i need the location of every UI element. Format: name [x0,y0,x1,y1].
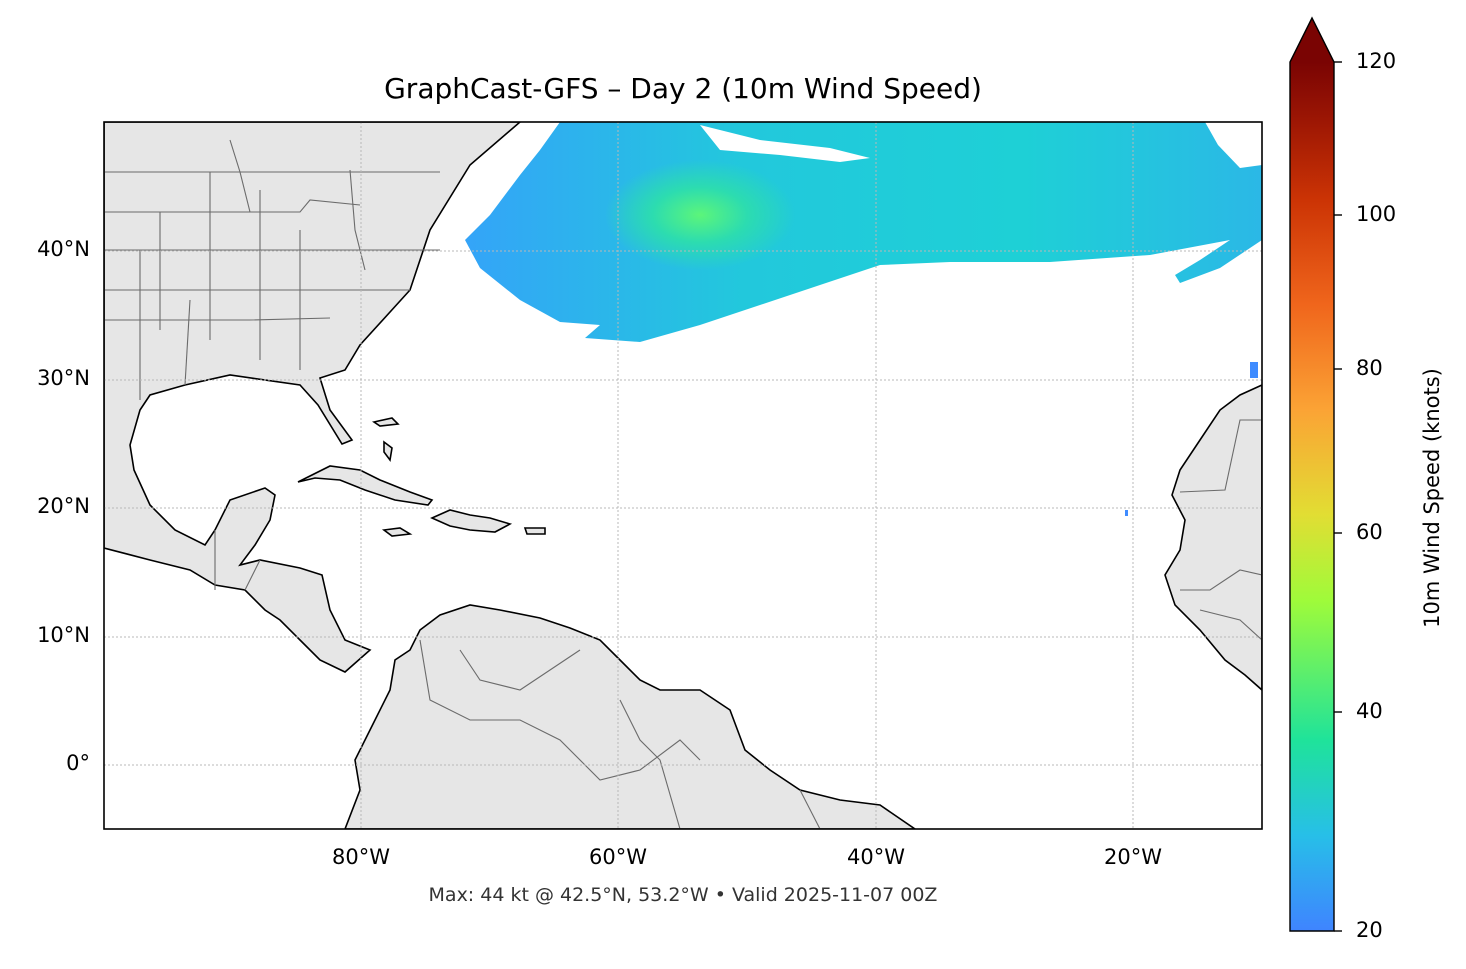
wind-band-gap [700,125,870,162]
colorbar-tick-label: 20 [1356,918,1383,942]
wind-speed-field [465,122,1262,516]
wind-speck [1125,510,1128,516]
gridlines [104,122,1262,829]
colorbar-title: 10m Wind Speed (knots) [1420,368,1444,628]
lat-tick-label: 10°N [37,623,90,647]
lat-tick-label: 40°N [37,237,90,261]
colorbar-gradient [1290,62,1334,931]
colorbar [1289,16,1342,932]
colorbar-extend-arrow [1290,18,1334,62]
colorbar-tick-label: 60 [1356,520,1383,544]
wind-band-gap [1205,122,1262,168]
land-masses [104,122,1262,829]
colorbar-tick-label: 40 [1356,699,1383,723]
lon-tick-label: 20°W [1104,845,1162,869]
lon-tick-label: 60°W [589,845,647,869]
lon-tick-label: 40°W [847,845,905,869]
lat-tick-label: 0° [66,751,90,775]
wind-max-core [605,160,795,270]
colorbar-tick-label: 100 [1356,202,1397,226]
wind-band [465,122,1262,342]
lon-tick-label: 80°W [332,845,390,869]
lat-tick-label: 30°N [37,366,90,390]
map-title: GraphCast-GFS – Day 2 (10m Wind Speed) [384,72,982,105]
wind-speck [1250,362,1258,378]
political-borders [104,139,1262,829]
map-frame [103,121,1263,830]
colorbar-tick-label: 80 [1356,356,1383,380]
colorbar-tick-label: 120 [1356,49,1397,73]
lat-tick-label: 20°N [37,494,90,518]
map-caption: Max: 44 kt @ 42.5°N, 53.2°W • Valid 2025… [428,884,938,906]
